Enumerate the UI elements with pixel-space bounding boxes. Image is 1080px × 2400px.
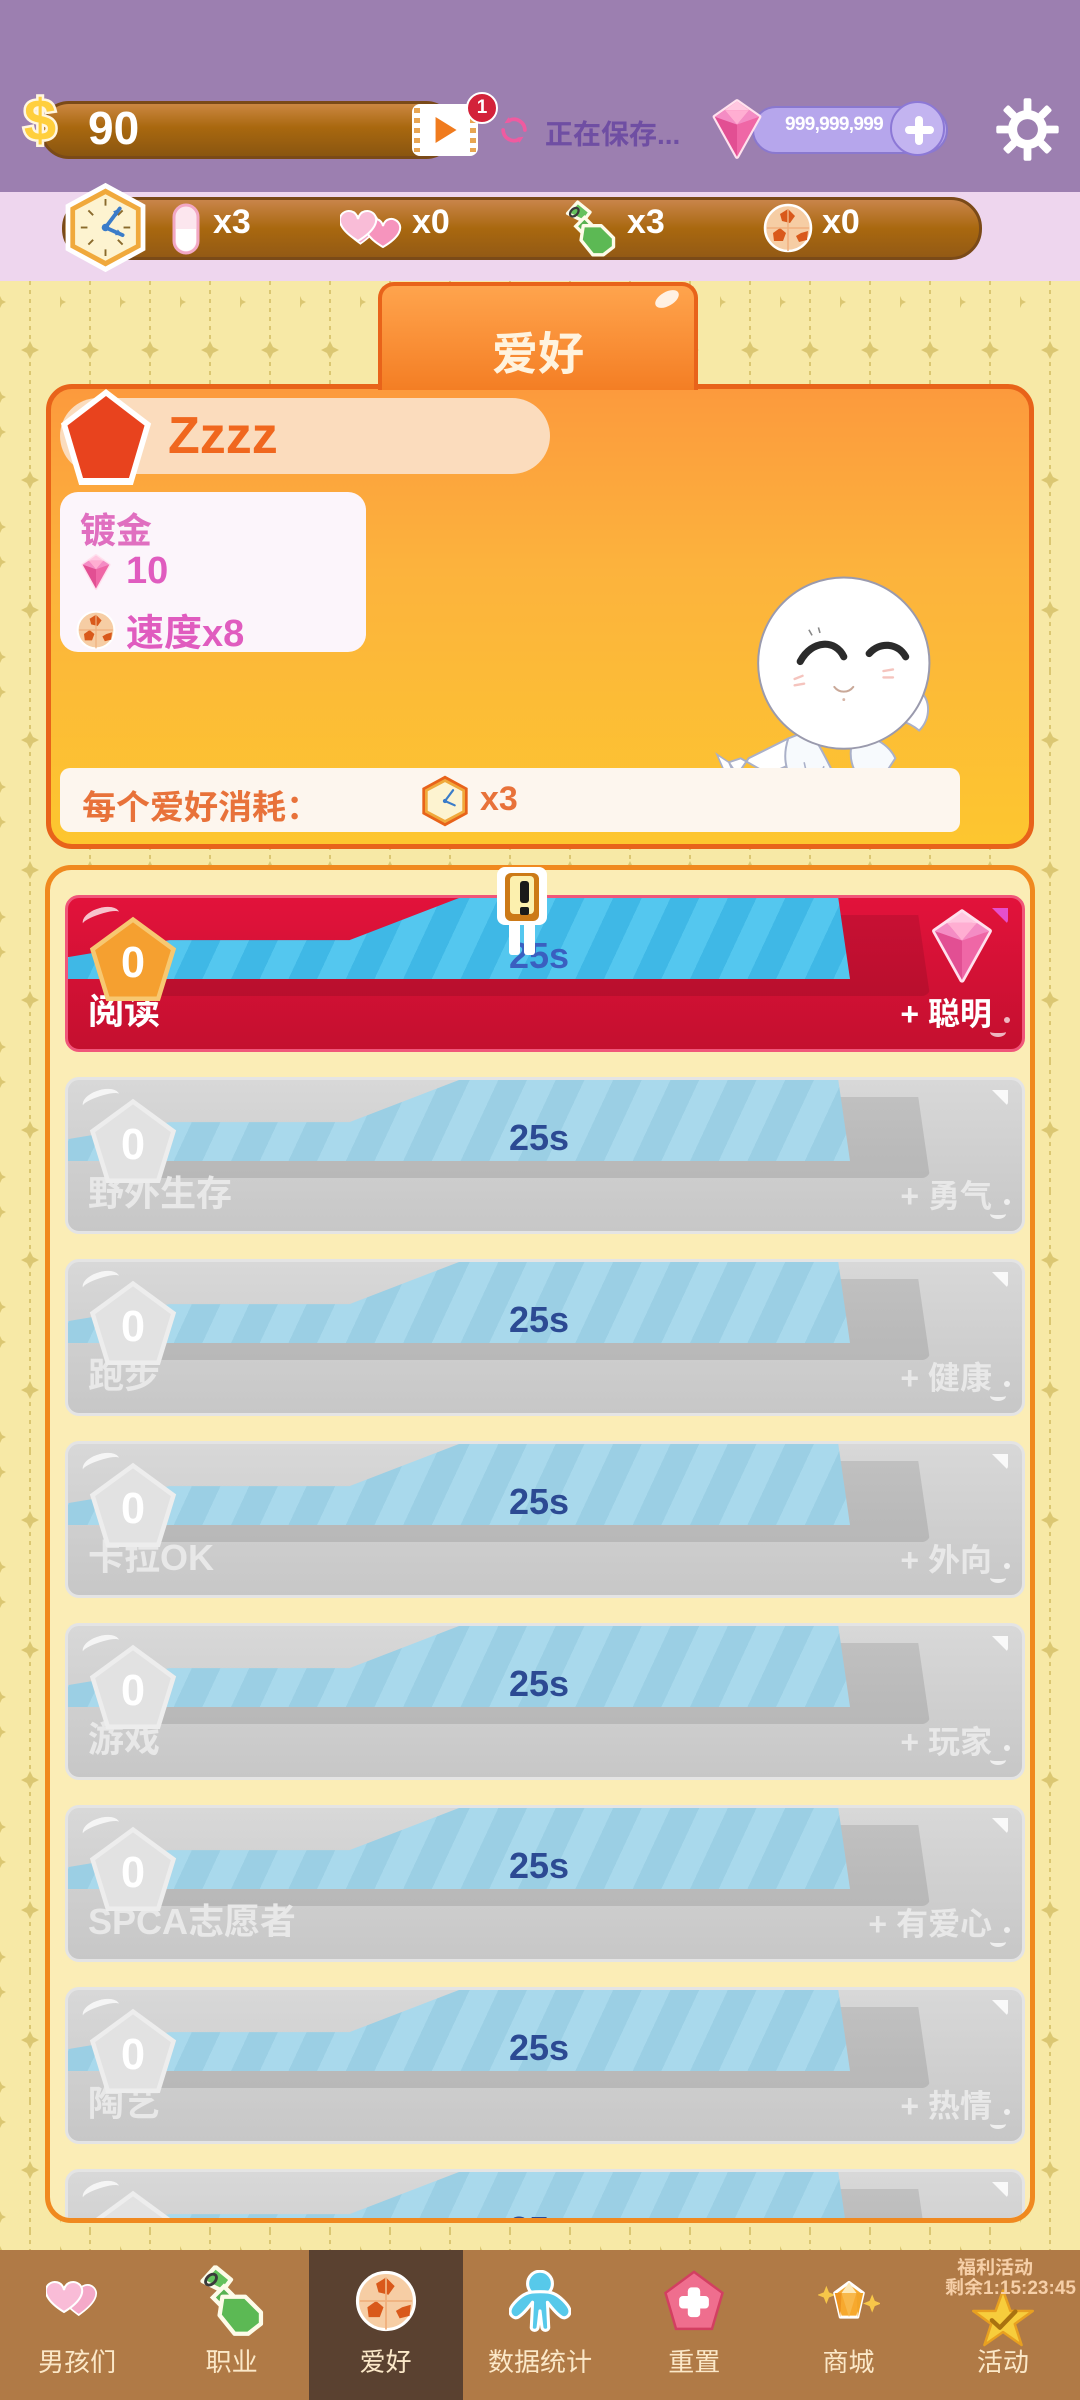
svg-text:0: 0 [121,1121,145,1169]
svg-text:0: 0 [121,939,145,987]
svg-text:0: 0 [121,1849,145,1897]
svg-text:0: 0 [121,2031,145,2079]
svg-text:0: 0 [121,2213,145,2223]
svg-text:0: 0 [121,1485,145,1533]
svg-text:0: 0 [121,1303,145,1351]
svg-text:0: 0 [121,1667,145,1715]
